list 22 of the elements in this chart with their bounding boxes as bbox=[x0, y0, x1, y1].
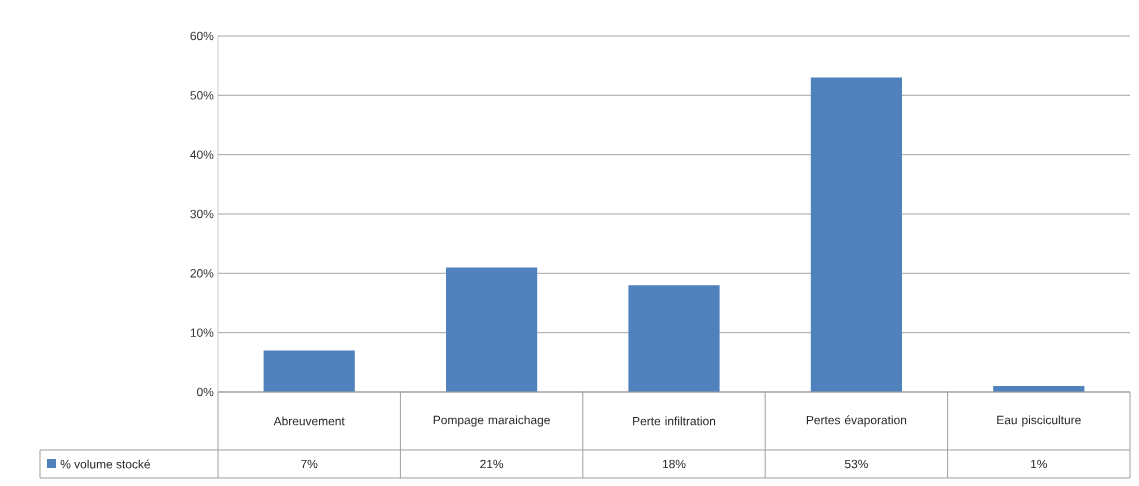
data-label: 1% bbox=[1031, 459, 1048, 469]
y-tick-label: 40% bbox=[190, 150, 214, 159]
x-tick-label: Pertes évaporation bbox=[806, 415, 907, 427]
y-tick-label: 0% bbox=[197, 387, 214, 397]
y-tick-label: 50% bbox=[190, 91, 214, 100]
data-label: 53% bbox=[844, 459, 868, 469]
y-tick-label: 60% bbox=[190, 31, 214, 41]
y-tick-label: 10% bbox=[190, 328, 214, 337]
legend-label: % volume stocké bbox=[60, 459, 151, 469]
bar bbox=[446, 267, 538, 392]
y-tick-label: 20% bbox=[190, 269, 214, 278]
bar bbox=[263, 350, 355, 392]
x-tick-label: Eau pisciculture bbox=[997, 415, 1081, 427]
data-label: 7% bbox=[301, 459, 318, 469]
x-tick-label: Abreuvement bbox=[273, 416, 345, 426]
x-tick-label: Pompage maraichage bbox=[433, 415, 550, 427]
data-label: 21% bbox=[480, 459, 504, 469]
bar bbox=[810, 77, 903, 392]
bar bbox=[628, 285, 720, 392]
data-label: 18% bbox=[662, 459, 686, 469]
x-tick-label: Perte infiltration bbox=[633, 416, 716, 426]
y-tick-label: 30% bbox=[190, 209, 214, 219]
